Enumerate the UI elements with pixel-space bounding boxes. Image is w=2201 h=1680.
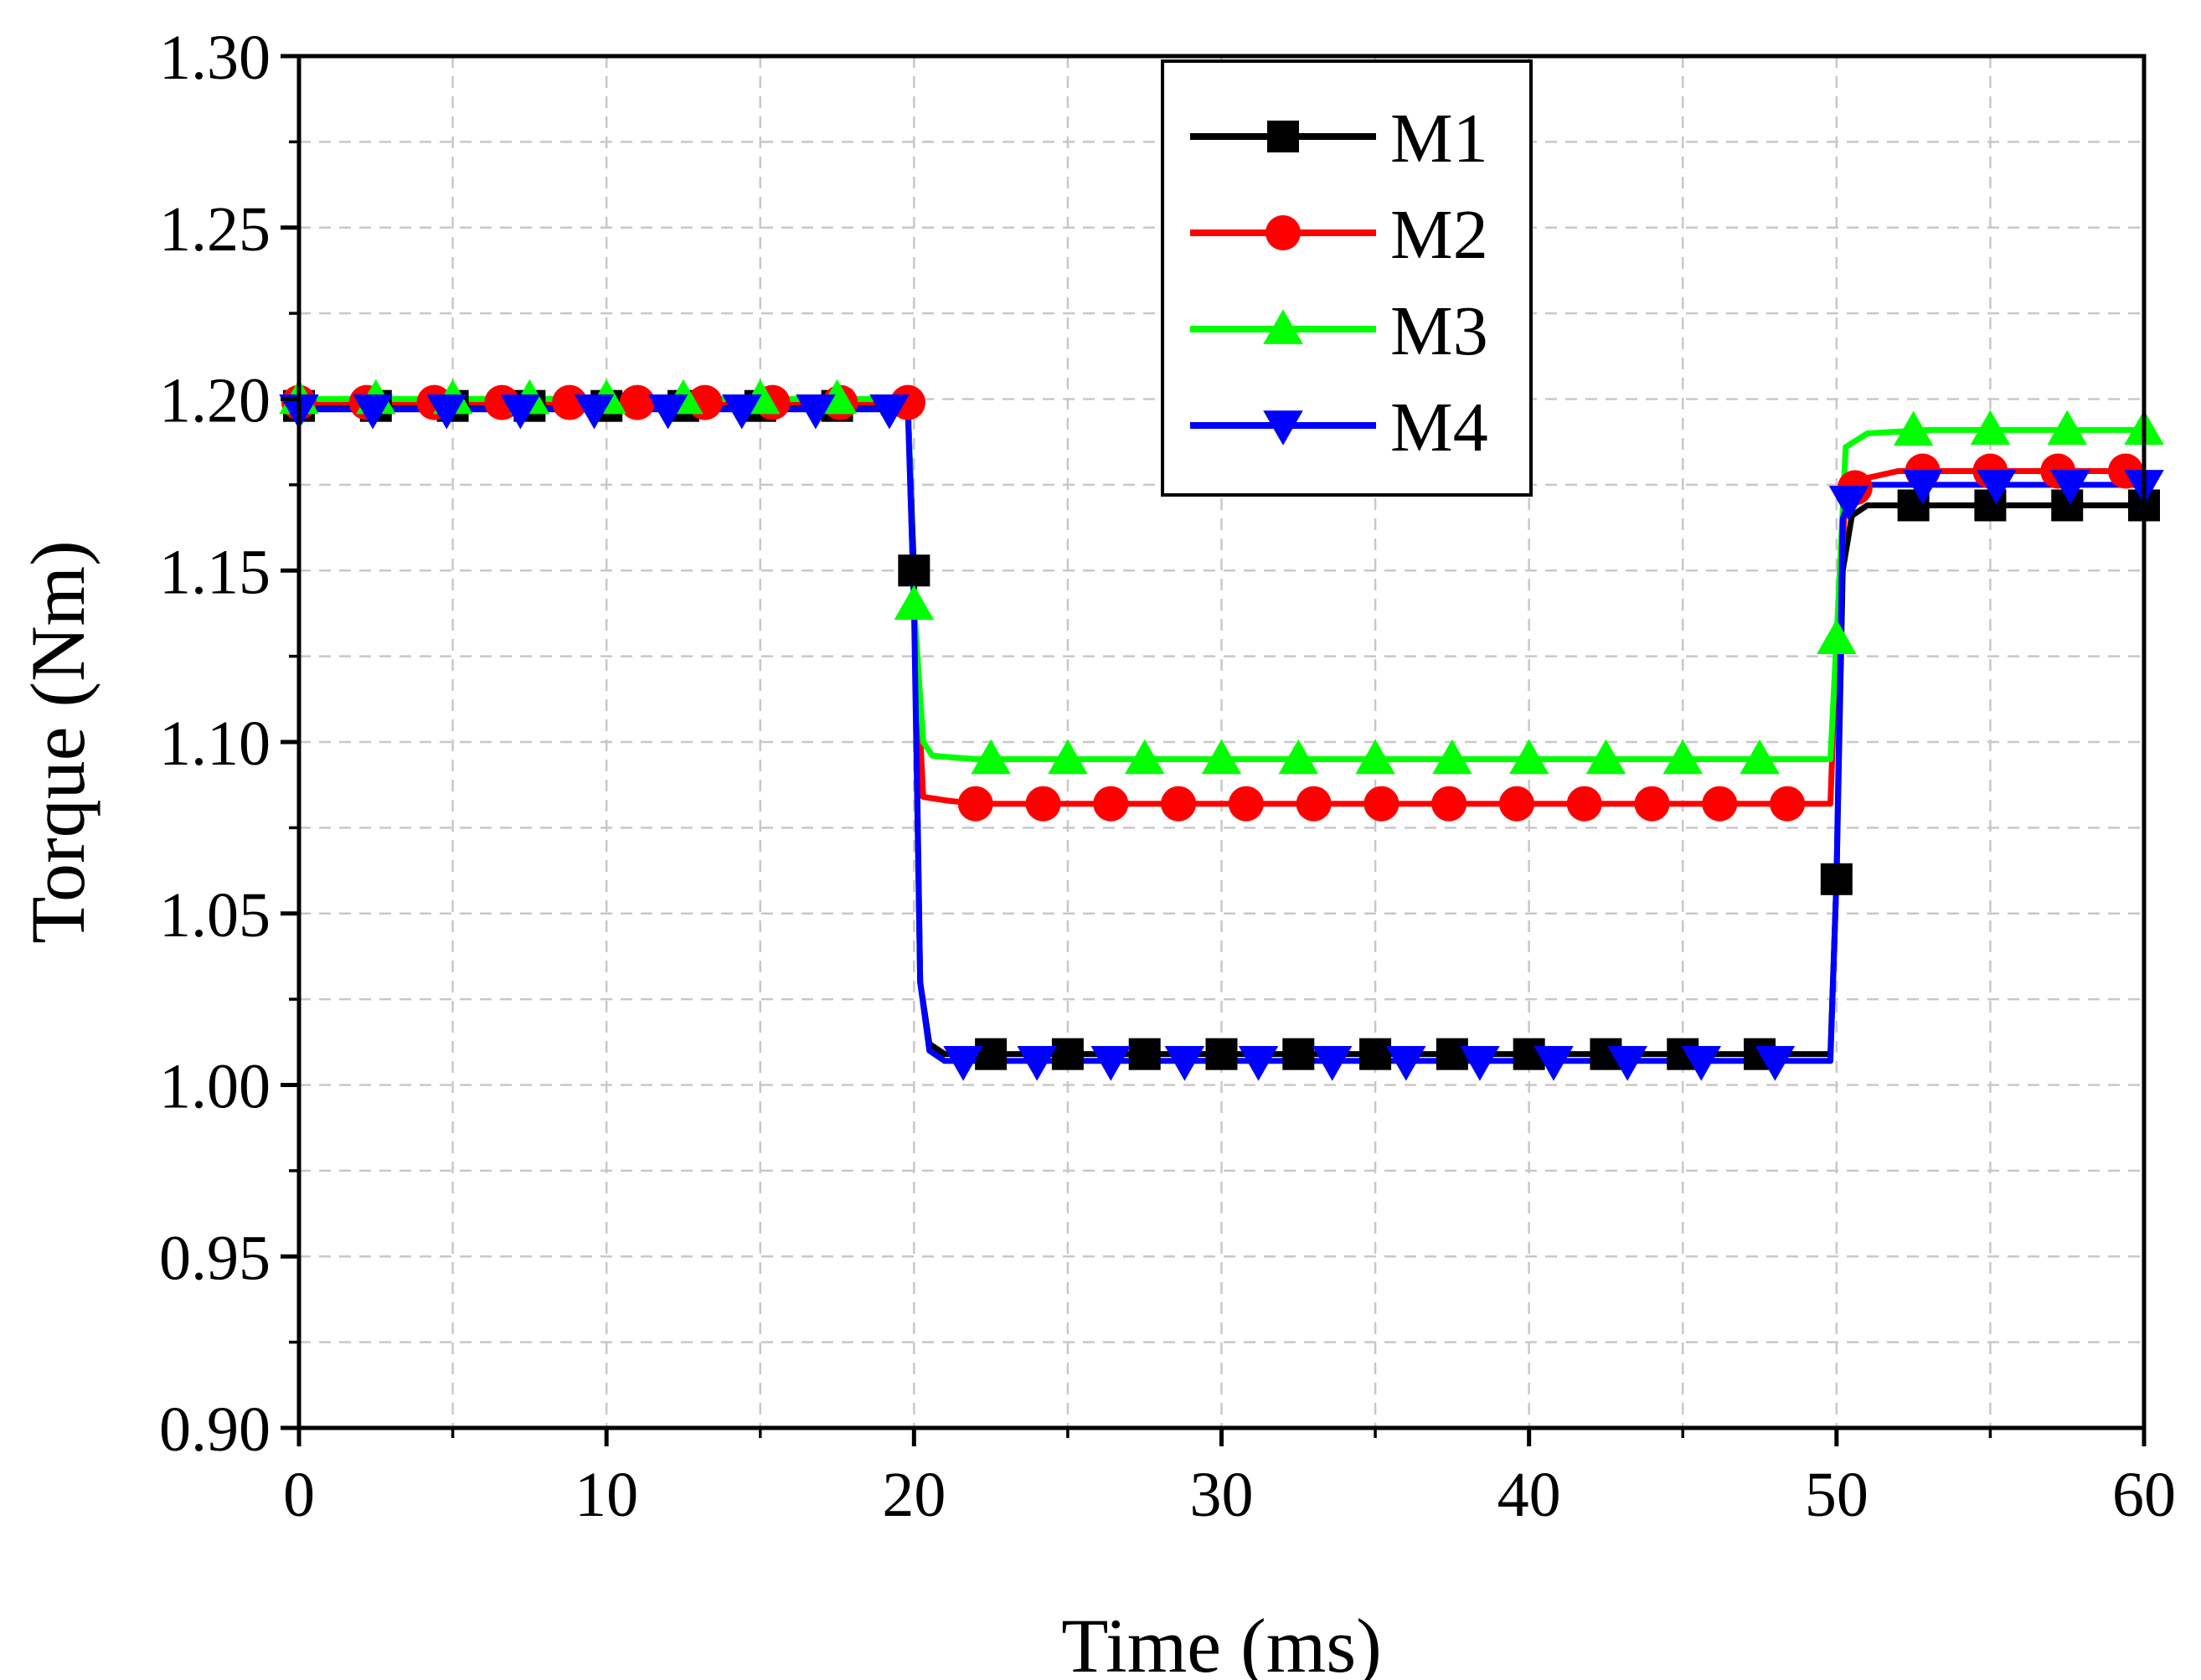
data-point-m4 [500, 394, 541, 430]
data-point-m2 [1093, 786, 1129, 822]
data-point-m4 [574, 394, 615, 430]
data-point-m4 [1681, 1046, 1722, 1081]
data-point-m3 [1508, 739, 1549, 775]
data-point-m2 [1566, 786, 1602, 822]
data-point-m3 [1201, 739, 1242, 775]
x-tick-label: 20 [882, 1460, 946, 1530]
data-point-m4 [943, 1046, 983, 1081]
x-axis-title: Time (ms) [1061, 1603, 1382, 1680]
data-point-m4 [353, 394, 393, 430]
data-point-m1 [1436, 1038, 1468, 1070]
data-point-m3 [1048, 739, 1088, 775]
data-point-m3 [1124, 739, 1165, 775]
data-point-m4 [796, 394, 836, 430]
data-point-m4 [1238, 1046, 1279, 1081]
data-point-m1 [1051, 1038, 1084, 1070]
legend-label-m2: M2 [1390, 196, 1488, 274]
y-tick-label: 1.25 [159, 194, 271, 265]
legend-label-m3: M3 [1390, 292, 1488, 370]
data-point-m2 [957, 786, 993, 822]
data-point-m2 [619, 384, 655, 420]
data-point-m3 [1740, 739, 1780, 775]
data-point-m2 [1296, 786, 1332, 822]
data-point-m3 [1355, 739, 1395, 775]
data-point-m1 [1205, 1038, 1238, 1070]
data-point-m1 [1282, 1038, 1315, 1070]
data-point-m2 [1025, 786, 1061, 822]
y-tick-label: 0.90 [159, 1394, 271, 1465]
data-point-m3 [1585, 739, 1626, 775]
data-point-m2 [1228, 786, 1264, 822]
data-point-m4 [1755, 1046, 1796, 1081]
legend-marker-m3 [1263, 309, 1303, 344]
data-point-m3 [1970, 410, 2011, 446]
x-tick-label: 40 [1497, 1460, 1561, 1530]
data-point-m1 [898, 554, 930, 587]
legend-marker-m4 [1263, 410, 1303, 446]
data-point-m3 [1278, 739, 1319, 775]
x-tick-label: 0 [283, 1460, 315, 1530]
x-tick-label: 50 [1805, 1460, 1869, 1530]
legend-marker-m1 [1267, 121, 1299, 152]
data-point-m3 [2047, 410, 2087, 446]
data-point-m4 [1902, 470, 1943, 505]
legend-marker-m2 [1265, 215, 1301, 250]
axes: 0 10 20 30 40 50 60 0.90 0.95 1.00 1.05 1.10 1.15 1.2… [159, 23, 2176, 1530]
data-point-m1 [975, 1038, 1008, 1070]
y-tick-label: 1.05 [159, 880, 271, 951]
data-point-m2 [1634, 786, 1670, 822]
data-point-m3 [1432, 739, 1472, 775]
data-point-m4 [647, 394, 688, 430]
data-point-m2 [1161, 786, 1197, 822]
data-point-m2 [1498, 786, 1534, 822]
data-point-m3 [1662, 739, 1703, 775]
data-point-m4 [721, 394, 762, 430]
data-point-m4 [869, 394, 910, 430]
data-point-m2 [1431, 786, 1467, 822]
data-point-m4 [1607, 1046, 1647, 1081]
data-point-m4 [1164, 1046, 1205, 1081]
y-tick-label: 0.95 [159, 1223, 271, 1293]
data-point-m4 [1312, 1046, 1353, 1081]
data-point-m4 [2050, 470, 2090, 505]
data-point-m4 [1828, 486, 1869, 521]
legend-label-m4: M4 [1390, 389, 1488, 466]
data-point-m3 [894, 585, 935, 621]
y-tick-label: 1.15 [159, 537, 271, 607]
legend: M1 M2 M3 M4 [1161, 59, 1533, 497]
y-tick-label: 1.30 [159, 23, 271, 93]
data-point-m1 [1128, 1038, 1161, 1070]
data-point-m3 [1893, 410, 1934, 446]
data-point-m3 [971, 739, 1011, 775]
data-point-m2 [552, 384, 588, 420]
data-point-m4 [1386, 1046, 1426, 1081]
x-tick-label: 30 [1190, 1460, 1254, 1530]
y-tick-label: 1.00 [159, 1052, 271, 1122]
x-tick-label: 10 [575, 1460, 638, 1530]
y-tick-label: 1.20 [159, 366, 271, 436]
data-point-m4 [426, 394, 466, 430]
data-point-m2 [1363, 786, 1399, 822]
data-point-m4 [1460, 1046, 1500, 1081]
y-axis-title: Torque (Nm) [15, 540, 101, 944]
data-point-m1 [1359, 1038, 1392, 1070]
data-point-m4 [1533, 1046, 1574, 1081]
data-point-m2 [1770, 786, 1806, 822]
x-tick-label: 60 [2112, 1460, 2176, 1530]
data-point-m4 [1977, 470, 2017, 505]
legend-label-m1: M1 [1390, 100, 1488, 178]
data-point-m4 [1090, 1046, 1131, 1081]
y-tick-label: 1.10 [159, 709, 271, 779]
data-point-m2 [1702, 786, 1738, 822]
data-point-m1 [1820, 863, 1853, 895]
data-point-m3 [1817, 619, 1857, 654]
data-point-m4 [1017, 1046, 1057, 1081]
